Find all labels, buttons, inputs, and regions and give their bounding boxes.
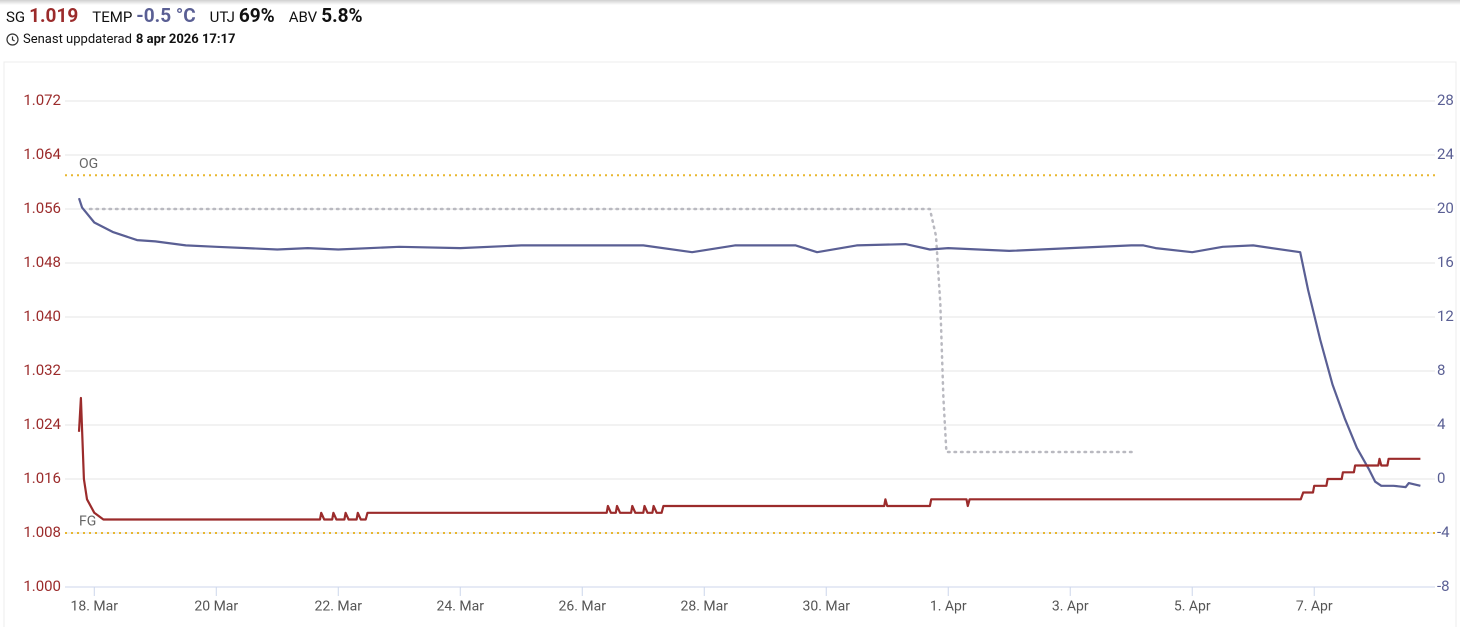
x-tick-label: 18. Mar [71,599,119,615]
x-tick-label: 1. Apr [930,599,967,615]
series-line [88,207,1137,454]
y2-tick-label: 24 [1437,145,1454,163]
x-tick-label: 26. Mar [559,599,607,615]
stat-label: ABV [288,8,318,26]
y2-tick-label: 16 [1437,253,1454,271]
y2-tick-label: -8 [1437,577,1450,595]
stats-row: SG 1.019 TEMP -0.5 °C UTJ 69% ABV 5.8% [6,4,377,32]
y-tick-label: 1.032 [23,361,61,379]
updated-value: 8 apr 2026 17:17 [135,32,236,47]
series-line [77,197,1421,489]
y-tick-label: 1.016 [23,469,61,487]
y2-tick-label: 12 [1437,307,1454,325]
reference-label: OG [79,156,98,172]
x-tick-label: 7. Apr [1296,599,1333,615]
x-tick-label: 3. Apr [1052,599,1089,615]
x-tick-label: 24. Mar [437,599,485,615]
y2-tick-label: 8 [1437,361,1445,379]
y-tick-label: 1.072 [23,91,61,109]
y-tick-label: 1.064 [23,145,61,163]
x-tick-label: 5. Apr [1174,599,1211,615]
chart-card [3,61,1457,627]
stat-value: 69% [238,4,275,27]
y-tick-label: 1.024 [23,415,61,433]
x-tick-label: 28. Mar [681,599,729,615]
y2-tick-label: -4 [1437,523,1450,541]
clock-icon [6,33,19,46]
x-tick-label: 20 Mar [194,599,238,615]
y2-tick-label: 20 [1437,199,1454,217]
y-tick-label: 1.056 [23,199,61,217]
updated-label: Senast uppdaterad [23,32,132,47]
updated-row: Senast uppdaterad 8 apr 2026 17:17 [6,32,377,47]
stat-label: SG [6,8,26,26]
stat-value: 1.019 [29,4,79,27]
reference-label: FG [79,514,96,530]
y-tick-label: 1.008 [23,523,61,541]
y-tick-label: 1.040 [23,307,61,325]
stat-value: -0.5 °C [136,4,196,27]
top-shadow [0,0,1460,5]
y2-tick-label: 4 [1437,415,1446,433]
stat-label: UTJ [209,8,235,26]
series-line [77,396,1421,521]
y2-tick-label: 0 [1437,469,1445,487]
x-tick-label: 22. Mar [315,599,363,615]
stat-value: 5.8% [321,4,363,27]
y-tick-label: 1.048 [23,253,61,271]
y-tick-label: 1.000 [23,577,61,595]
stat-label: TEMP [92,8,133,26]
x-tick-label: 30. Mar [803,599,851,615]
header: SG 1.019 TEMP -0.5 °C UTJ 69% ABV 5.8% S… [6,4,377,47]
y2-tick-label: 28 [1437,91,1454,109]
